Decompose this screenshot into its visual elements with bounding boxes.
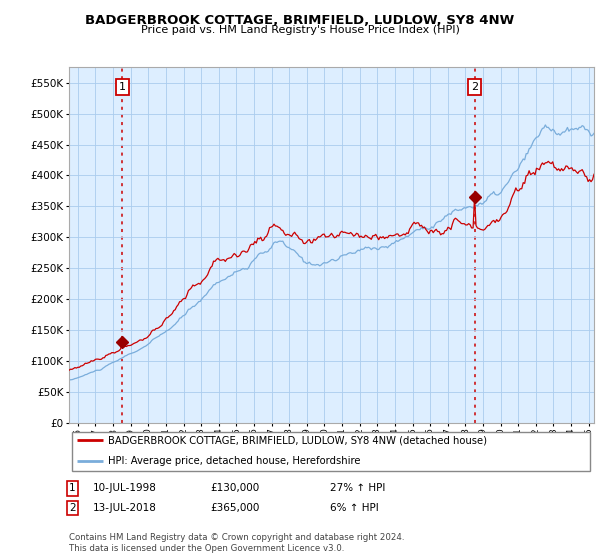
Text: 6% ↑ HPI: 6% ↑ HPI	[330, 503, 379, 513]
Text: £130,000: £130,000	[210, 483, 259, 493]
Text: 13-JUL-2018: 13-JUL-2018	[93, 503, 157, 513]
Text: £365,000: £365,000	[210, 503, 259, 513]
Text: Contains HM Land Registry data © Crown copyright and database right 2024.
This d: Contains HM Land Registry data © Crown c…	[69, 533, 404, 553]
FancyBboxPatch shape	[71, 432, 590, 471]
Text: 10-JUL-1998: 10-JUL-1998	[93, 483, 157, 493]
Text: 1: 1	[119, 82, 126, 92]
Text: 2: 2	[471, 82, 478, 92]
Text: 2: 2	[69, 503, 76, 513]
Text: BADGERBROOK COTTAGE, BRIMFIELD, LUDLOW, SY8 4NW (detached house): BADGERBROOK COTTAGE, BRIMFIELD, LUDLOW, …	[109, 436, 487, 445]
Text: Price paid vs. HM Land Registry's House Price Index (HPI): Price paid vs. HM Land Registry's House …	[140, 25, 460, 35]
Text: BADGERBROOK COTTAGE, BRIMFIELD, LUDLOW, SY8 4NW: BADGERBROOK COTTAGE, BRIMFIELD, LUDLOW, …	[85, 14, 515, 27]
Text: 1: 1	[69, 483, 76, 493]
Text: HPI: Average price, detached house, Herefordshire: HPI: Average price, detached house, Here…	[109, 456, 361, 466]
Text: 27% ↑ HPI: 27% ↑ HPI	[330, 483, 385, 493]
